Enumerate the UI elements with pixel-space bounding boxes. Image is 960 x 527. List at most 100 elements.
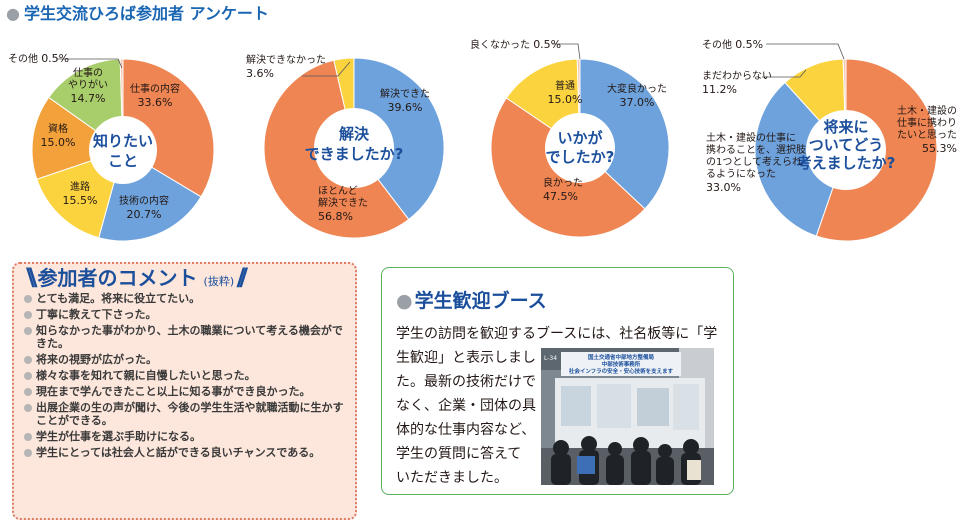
pie-4-category-label-line: るようになった [706, 168, 776, 180]
pie-1-value-label: 0.5% [41, 52, 69, 65]
pie-3-value-label: 15.0% [548, 93, 583, 106]
pie-2-category-label-line: 解決できた [318, 196, 368, 209]
comment-item: とても満足。将来に役立てたい。 [24, 292, 349, 305]
booth-photo-banner-line: 社会インフラの安全・安心技術を支えます [568, 367, 674, 375]
pie-4-category-label-line: 仕事に携わり [897, 116, 957, 129]
pie-2-category-label: 解決できた [380, 87, 430, 100]
pie-4-category-label-line: 土木・建設の仕事に [706, 131, 796, 144]
pie-2-center-title: できましたか? [305, 145, 404, 163]
pie-4-category-label: 土木・建設の仕事に携わることを、選択肢の1つとして考えられるようになった [706, 131, 806, 180]
booth-photo-banner-line: 中部技術事務所 [602, 360, 641, 368]
pie-3-center-title: でしたか? [546, 148, 615, 166]
booth-photo: 国土交通省中部地方整備局中部技術事務所社会インフラの安全・安心技術を支えます L… [541, 348, 714, 485]
pie-4-center-title: ついてどう [809, 136, 884, 154]
pie-1-value-label: 20.7% [127, 208, 162, 221]
pie-4-category-label-line: まだわからない [702, 70, 772, 82]
slash-deco-icon: // [234, 263, 247, 291]
pie-2-leader-line [302, 61, 351, 77]
pie-4-category-label-line: 土木・建設の [897, 104, 957, 117]
pie-3-hole [545, 113, 615, 183]
pie-1-value-label: 33.6% [138, 96, 173, 109]
pie-4-category-label: まだわからない [702, 70, 772, 82]
booth-number: L-34 [544, 355, 557, 362]
pie-4-slice [754, 81, 847, 237]
pie-4-value-label: 55.3% [922, 142, 957, 155]
pie-3-category-label: 良くなかった [470, 38, 533, 51]
comment-item: 出展企業の生の声が聞け、今後の学生生活や就職活動に生かすことができる。 [24, 401, 349, 427]
comment-item: 丁寧に教えて下さった。 [24, 308, 349, 321]
booth-text-line: 体的な仕事内容など、 [396, 422, 536, 438]
booth-photo-banner: 国土交通省中部地方整備局中部技術事務所社会インフラの安全・安心技術を支えます [568, 353, 674, 375]
booth-text-line: 学生の訪問を歓迎するブースには、社名板等に「学 [396, 326, 718, 342]
booth-panel: ● 学生歓迎ブース 学生の訪問を歓迎するブースには、社名板等に「学 生歓迎」と表示し… [381, 267, 734, 495]
pie-1-category-label: 技術の内容 [119, 194, 169, 207]
pie-4-category-label-line: 携わることを、選択肢 [706, 143, 806, 156]
page-title-text: 学生交流ひろば参加者 アンケート [23, 4, 269, 23]
pie-3-category-label: 良かった [543, 176, 583, 189]
pie-2-center-title: 解決 [339, 125, 370, 143]
pie-3-value-label: 0.5% [533, 38, 561, 51]
pie-4-value-label: 33.0% [706, 181, 741, 194]
pie-1-slice [31, 96, 125, 180]
bullet-dot-icon: ● [6, 4, 20, 23]
pie-4-leader-line [766, 43, 845, 60]
pie-2-category-label: 解決できなかった [246, 53, 326, 66]
pie-1-center-title: こと [108, 152, 138, 170]
pie-4-value-label: 0.5% [735, 38, 763, 51]
booth-title: ● 学生歓迎ブース [396, 286, 547, 313]
pie-2-category-label-line: 解決できなかった [246, 53, 326, 66]
pie-1-category-label: 資格 [48, 122, 68, 135]
comments-header: \\ 参加者のコメント (抜粋) // [26, 262, 248, 291]
booth-text-line: 生歓迎」と表示しまし [396, 350, 536, 366]
bullet-dot-icon: ● [396, 290, 413, 312]
pie-1-value-label: 15.0% [41, 136, 76, 149]
pie-2-value-label: 56.8% [318, 210, 353, 223]
pie-1-category-label: 仕事の内容 [130, 82, 180, 95]
pie-2-value-label: 39.6% [388, 101, 423, 114]
pie-3-center-title: いかが [557, 129, 603, 147]
pie-2-hole [314, 108, 394, 188]
pie-2-category-label: ほとんど解決できた [318, 185, 368, 209]
page-title: ● 学生交流ひろば参加者 アンケート [6, 0, 269, 24]
pie-3-category-label: 普通 [555, 79, 575, 92]
pie-4-hole [806, 110, 886, 190]
pie-3-category-label-line: 大変良かった [607, 82, 667, 95]
booth-text-line: た。最新の技術だけで [396, 374, 536, 390]
pie-1-center-title: 知りたい [93, 132, 153, 150]
pie-3-category-label-line: 良かった [543, 176, 583, 189]
pie-1-slice-label: その他 0.5% [8, 52, 69, 65]
booth-photo-banner-line: 国土交通省中部地方整備局 [588, 353, 655, 361]
pie-1-category-label-line: 仕事の [73, 66, 103, 79]
comments-title: 参加者のコメント [37, 266, 198, 290]
comment-item: 様々な事を知れて親に自慢したいと思った。 [24, 369, 349, 382]
booth-text-line: いただきました。 [396, 470, 508, 486]
pie-3-value-label: 37.0% [620, 96, 655, 109]
pie-1-category-label: 仕事のやりがい [68, 66, 108, 91]
pie-charts: 知りたいこと仕事の内容33.6%技術の内容20.7%進路15.5%資格15.0%… [8, 38, 957, 242]
pie-4-value-label: 11.2% [702, 83, 737, 96]
pie-1-category-label-line: 資格 [48, 122, 68, 135]
pie-1-category-label-line: 進路 [70, 180, 90, 193]
pie-1-category-label: 進路 [70, 180, 90, 193]
comments-note: (抜粋) [203, 275, 235, 288]
comment-item: 将来の視野が広がった。 [24, 353, 349, 366]
pie-1-leader-line [57, 58, 123, 69]
pie-4-leader-line [762, 69, 807, 78]
pie-3-value-label: 47.5% [543, 190, 578, 203]
pie-1-category-label: その他 [8, 52, 41, 65]
pie-1-value-label: 14.7% [71, 92, 106, 105]
pie-2-slice [353, 57, 445, 221]
comment-item: 学生が仕事を選ぶ手助けになる。 [24, 430, 349, 443]
pie-1-category-label-line: やりがい [68, 78, 108, 91]
pie-2-category-label-line: ほとんど [318, 185, 358, 197]
booth-title-text: 学生歓迎ブース [414, 290, 547, 312]
pie-1-category-label-line: 技術の内容 [119, 194, 169, 207]
pie-4-category-label: 土木・建設の仕事に携わりたいと思った [897, 104, 957, 141]
booth-text-line: 学生の質問に答えて [396, 446, 522, 462]
booth-photo-illustration: 国土交通省中部地方整備局中部技術事務所社会インフラの安全・安心技術を支えます L… [541, 348, 714, 485]
comments-panel: \\ 参加者のコメント (抜粋) // とても満足。将来に役立てたい。 丁寧に教えて下… [12, 262, 357, 520]
pie-4-category-label-line: たいと思った [897, 129, 957, 141]
pie-2-category-label-line: 解決できた [380, 87, 430, 100]
slash-deco-icon: \\ [26, 263, 37, 291]
pie-1-value-label: 15.5% [63, 194, 98, 207]
